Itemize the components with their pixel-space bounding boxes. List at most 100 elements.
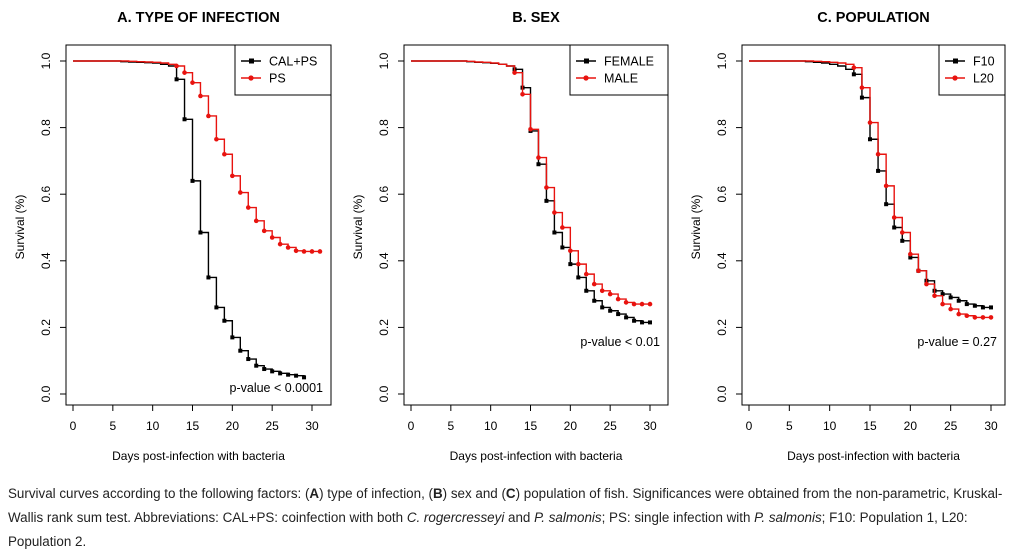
series-point — [900, 238, 905, 243]
legend-box — [569, 44, 669, 96]
series-point — [615, 296, 621, 302]
x-tick-label: 25 — [944, 419, 958, 433]
x-tick-label: 15 — [524, 419, 538, 433]
series-point — [230, 335, 235, 340]
series-point — [253, 218, 259, 224]
series-point — [623, 300, 629, 305]
x-tick-label: 30 — [984, 419, 998, 433]
legend-label: CAL+PS — [269, 55, 317, 69]
caption-part: C. rogercresseyi — [406, 510, 505, 525]
series-point — [592, 298, 597, 303]
y-tick-label: 0.0 — [39, 385, 53, 402]
x-tick-label: 5 — [786, 419, 793, 433]
series-point — [198, 230, 203, 235]
series-point — [851, 72, 856, 77]
series-point — [568, 248, 573, 254]
plot-frame — [741, 44, 1006, 406]
series-point — [591, 281, 597, 287]
series-point — [899, 230, 905, 235]
series-point — [624, 315, 629, 320]
series-line — [411, 60, 650, 305]
series-point — [317, 249, 323, 254]
series-point — [640, 320, 645, 325]
series-point — [583, 271, 589, 277]
figure-caption: Survival curves according to the followi… — [8, 482, 1008, 554]
series-point — [891, 215, 897, 220]
series-point — [883, 183, 889, 189]
x-tick-label: 20 — [564, 419, 578, 433]
x-tick-label: 25 — [265, 419, 279, 433]
series-point — [972, 303, 977, 308]
series-point — [206, 113, 211, 119]
plot-frame — [65, 44, 332, 406]
x-tick-label: 5 — [447, 419, 454, 433]
series-point — [520, 92, 525, 97]
y-tick-label: 0.4 — [377, 252, 391, 269]
x-tick-label: 25 — [603, 419, 617, 433]
caption-part: B — [432, 486, 443, 501]
series-point — [560, 245, 565, 250]
series-point — [544, 198, 549, 203]
x-tick-label: 0 — [408, 419, 415, 433]
series-point — [198, 93, 203, 99]
caption-part: ) sex and ( — [442, 486, 506, 501]
chart-panel: A. TYPE OF INFECTION 0 5 10 15 20 25 30 0.0 0.2 0.… — [13, 10, 332, 463]
series-point — [908, 251, 913, 257]
y-tick-label: 0.8 — [377, 119, 391, 136]
series-point — [868, 137, 872, 142]
series-line — [73, 60, 320, 253]
series-point — [631, 301, 637, 307]
series-point — [238, 348, 243, 353]
x-tick-label: 5 — [109, 419, 116, 433]
series-point — [607, 291, 613, 297]
series-point — [988, 315, 994, 320]
caption-part: C — [505, 486, 516, 501]
series-point — [616, 312, 621, 317]
series-point — [277, 241, 283, 247]
series-point — [262, 367, 267, 372]
series-point — [528, 126, 533, 132]
series-point — [560, 225, 565, 230]
series-point — [246, 357, 251, 362]
y-tick-label: 0.2 — [39, 319, 53, 336]
x-tick-label: 20 — [226, 419, 240, 433]
legend-label: L20 — [973, 72, 994, 86]
caption-part: ) population of fish. Significances were… — [8, 486, 1003, 525]
series-point — [174, 63, 179, 69]
series-point — [270, 369, 275, 374]
y-tick-label: 0.4 — [715, 252, 729, 269]
chart-title: A. TYPE OF INFECTION — [117, 10, 280, 26]
legend-marker — [583, 75, 589, 81]
series-point — [182, 117, 187, 122]
y-tick-label: 0.4 — [39, 252, 53, 269]
legend-marker — [249, 58, 254, 64]
series-point — [214, 305, 219, 310]
x-axis-label: Days post-infection with bacteria — [787, 449, 960, 463]
series-point — [608, 308, 613, 313]
caption-part: ; PS: single infection with — [601, 510, 755, 525]
series-point — [536, 155, 541, 160]
x-tick-label: 0 — [70, 419, 77, 433]
y-axis-label: Survival (%) — [351, 195, 365, 260]
series-point — [584, 288, 589, 293]
caption-part: and — [504, 510, 535, 525]
series-point — [536, 162, 541, 167]
chart-title: B. SEX — [512, 10, 560, 26]
series-point — [222, 318, 227, 323]
series-point — [600, 305, 605, 310]
series-point — [544, 185, 549, 190]
y-tick-label: 0.6 — [377, 186, 391, 203]
y-tick-label: 0.2 — [715, 319, 729, 336]
x-axis-label: Days post-infection with bacteria — [112, 449, 285, 463]
x-axis-label: Days post-infection with bacteria — [450, 449, 623, 463]
x-tick-label: 10 — [146, 419, 160, 433]
series-point — [552, 210, 557, 215]
series-point — [875, 151, 881, 157]
y-tick-label: 0.0 — [377, 385, 391, 402]
series-point — [964, 302, 969, 307]
series-line — [73, 60, 305, 378]
series-point — [639, 301, 645, 307]
p-value-annotation: p-value < 0.01 — [580, 335, 660, 349]
series-point — [286, 372, 291, 377]
series-point — [940, 301, 945, 307]
